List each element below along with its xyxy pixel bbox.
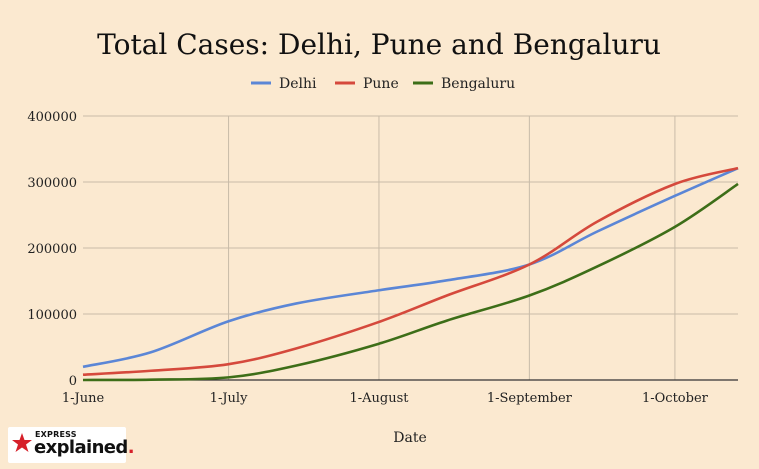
x-axis-label: Date [393, 430, 426, 446]
y-tick-label: 0 [69, 374, 77, 389]
y-tick-label: 200000 [27, 242, 77, 257]
x-tick-label: 1-October [642, 391, 709, 406]
x-axis-ticks: 1-June 1-July 1-August 1-September 1-October [62, 391, 709, 406]
chart-title: Total Cases: Delhi, Pune and Bengaluru [97, 28, 661, 61]
logo-bottom-text: explained. [34, 437, 135, 458]
series-line-delhi [82, 166, 739, 369]
y-tick-label: 100000 [27, 308, 77, 323]
legend-label-bengaluru: Bengaluru [441, 76, 515, 92]
x-tick-label: 1-August [349, 391, 409, 406]
logo-top-text: EXPRESS [35, 430, 77, 439]
x-tick-label: 1-July [210, 391, 248, 406]
legend-label-delhi: Delhi [279, 76, 317, 92]
series-line-bengaluru [82, 182, 739, 382]
x-tick-label: 1-June [62, 391, 105, 406]
x-tick-label: 1-September [487, 391, 573, 406]
series-line-pune [82, 166, 739, 377]
y-tick-label: 400000 [27, 110, 77, 125]
legend-label-pune: Pune [363, 76, 399, 92]
logo-star-icon [12, 433, 32, 452]
legend: Delhi Pune Bengaluru [251, 76, 515, 92]
express-explained-logo: EXPRESS explained. [8, 427, 135, 463]
y-tick-label: 300000 [27, 176, 77, 191]
series-lines [82, 166, 739, 382]
y-axis-ticks: 0 100000 200000 300000 400000 [27, 110, 77, 389]
